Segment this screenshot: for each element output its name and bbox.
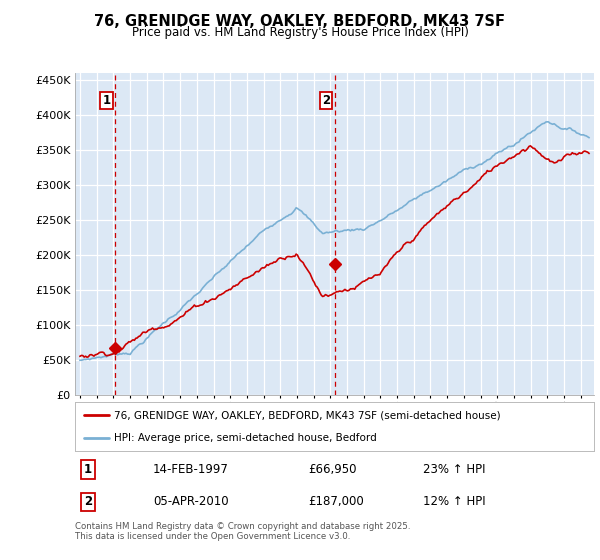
- Text: Contains HM Land Registry data © Crown copyright and database right 2025.
This d: Contains HM Land Registry data © Crown c…: [75, 522, 410, 542]
- Text: HPI: Average price, semi-detached house, Bedford: HPI: Average price, semi-detached house,…: [114, 433, 377, 443]
- Text: £66,950: £66,950: [308, 463, 357, 476]
- Text: 23% ↑ HPI: 23% ↑ HPI: [423, 463, 485, 476]
- Text: 14-FEB-1997: 14-FEB-1997: [153, 463, 229, 476]
- Text: 2: 2: [322, 94, 330, 107]
- Text: 1: 1: [102, 94, 110, 107]
- Text: £187,000: £187,000: [308, 495, 364, 508]
- Text: 76, GRENIDGE WAY, OAKLEY, BEDFORD, MK43 7SF (semi-detached house): 76, GRENIDGE WAY, OAKLEY, BEDFORD, MK43 …: [114, 410, 500, 421]
- Text: Price paid vs. HM Land Registry's House Price Index (HPI): Price paid vs. HM Land Registry's House …: [131, 26, 469, 39]
- Text: 2: 2: [84, 495, 92, 508]
- Text: 12% ↑ HPI: 12% ↑ HPI: [423, 495, 485, 508]
- Text: 05-APR-2010: 05-APR-2010: [153, 495, 229, 508]
- Text: 76, GRENIDGE WAY, OAKLEY, BEDFORD, MK43 7SF: 76, GRENIDGE WAY, OAKLEY, BEDFORD, MK43 …: [95, 14, 505, 29]
- Text: 1: 1: [84, 463, 92, 476]
